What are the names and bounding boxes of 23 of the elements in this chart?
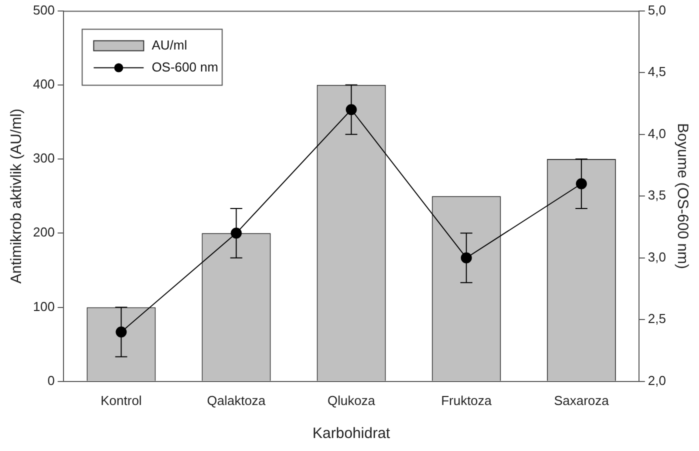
x-tick-label: Saxaroza	[554, 392, 610, 408]
x-tick-label: Qalaktoza	[206, 392, 266, 408]
x-axis-title: Karbohidrat	[312, 425, 391, 442]
y2-tick-label: 3,0	[648, 249, 666, 264]
y2-tick-label: 4,5	[648, 64, 666, 80]
y-tick-label: 300	[32, 150, 55, 166]
y-tick-label: 400	[32, 76, 55, 92]
y-tick-label: 500	[32, 2, 55, 18]
y2-axis-title: Boyume (OS-600 nm)	[674, 123, 691, 270]
y2-tick-label: 3,5	[648, 188, 666, 203]
x-tick-label: Qlukoza	[327, 392, 376, 408]
y-tick-label: 0	[47, 372, 55, 388]
y-axis-title: Antimikrob aktivlik (AU/ml)	[8, 108, 26, 284]
x-tick-label: Kontrol	[100, 392, 142, 408]
legend-label: AU/ml	[152, 37, 188, 52]
legend-label: OS-600 nm	[152, 59, 218, 74]
y2-tick-label: 4,0	[648, 126, 666, 141]
y2-tick-label: 5,0	[648, 2, 666, 18]
y-tick-label: 100	[32, 298, 55, 314]
x-tick-label: Fruktoza	[441, 392, 492, 408]
y2-tick-label: 2,5	[648, 311, 666, 326]
y2-tick-label: 2,0	[648, 372, 666, 388]
y-tick-label: 200	[32, 224, 55, 240]
